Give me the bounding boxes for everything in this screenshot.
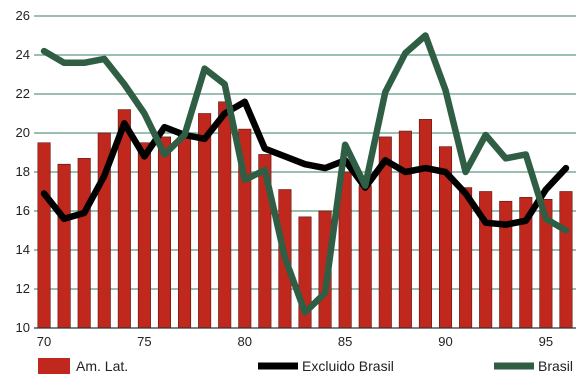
y-axis-ticks: 10 12 14 16 18 20 22 24 26	[16, 8, 30, 335]
bar-am-lat	[198, 113, 212, 329]
y-tick-label: 20	[16, 125, 30, 140]
bar-am-lat	[57, 163, 71, 329]
bar-am-lat	[178, 134, 192, 329]
bar-am-lat	[77, 158, 91, 329]
y-tick-label: 12	[16, 281, 30, 296]
bar-am-lat	[499, 200, 513, 329]
bar-am-lat	[398, 130, 412, 329]
bar-am-lat	[559, 191, 573, 329]
legend-label-am-lat: Am. Lat.	[76, 358, 128, 374]
legend-label-brasil: Brasil	[538, 358, 573, 374]
bar-am-lat	[459, 187, 473, 329]
x-tick-label: 80	[238, 334, 252, 349]
legend-swatch-am-lat	[38, 358, 70, 374]
x-tick-label: 90	[438, 334, 452, 349]
y-tick-label: 14	[16, 242, 30, 257]
bar-am-lat	[137, 142, 151, 329]
y-tick-label: 24	[16, 47, 30, 62]
x-tick-label: 95	[539, 334, 553, 349]
y-tick-label: 16	[16, 203, 30, 218]
bar-am-lat	[218, 101, 232, 329]
x-tick-label: 85	[338, 334, 352, 349]
x-tick-label: 75	[137, 334, 151, 349]
legend: Am. Lat. Excluido Brasil Brasil	[38, 358, 573, 374]
bar-am-lat	[37, 142, 51, 329]
series-line-excluido-brasil	[40, 98, 570, 228]
legend-label-excluido-brasil: Excluido Brasil	[302, 358, 394, 374]
bar-am-lat	[157, 136, 172, 329]
bar-am-lat	[358, 185, 372, 329]
x-axis-ticks: 70 75 80 85 90 95	[34, 327, 576, 349]
y-tick-label: 18	[16, 164, 30, 179]
bar-am-lat	[418, 119, 432, 329]
y-tick-label: 22	[16, 86, 30, 101]
series-line-brasil	[40, 32, 570, 316]
x-tick-label: 70	[37, 334, 51, 349]
y-tick-label: 26	[16, 8, 30, 23]
y-tick-label: 10	[16, 320, 30, 335]
line-series	[40, 32, 570, 316]
